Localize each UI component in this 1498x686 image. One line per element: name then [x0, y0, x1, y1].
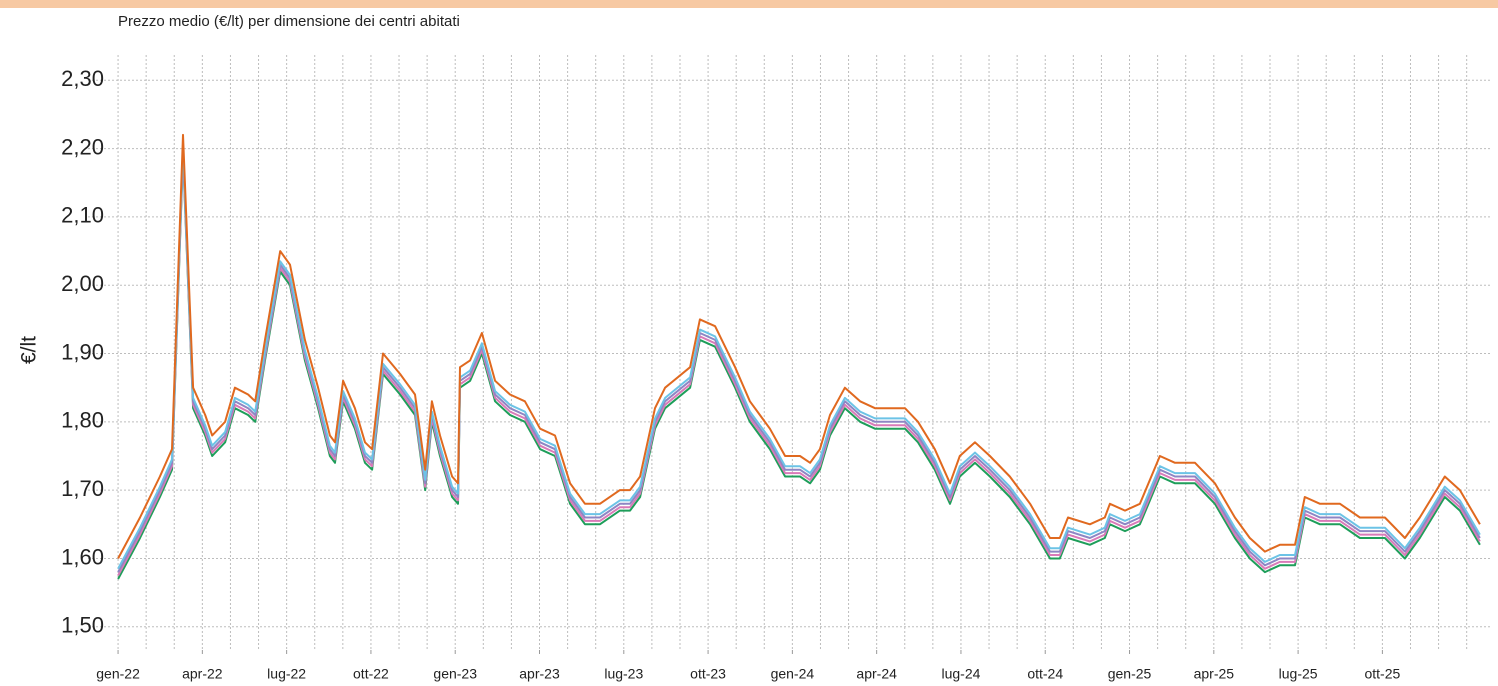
x-tick-label: gen-22: [96, 666, 140, 682]
x-tick-label: ott-25: [1364, 666, 1400, 682]
y-tick-label: 1,50: [61, 613, 104, 638]
x-tick-label: lug-23: [604, 666, 643, 682]
line: [117, 151, 1481, 576]
chart-title: Prezzo medio (€/lt) per dimensione dei c…: [118, 13, 460, 30]
y-tick-label: 2,20: [61, 134, 104, 159]
y-tick-label: 1,60: [61, 544, 104, 569]
line: [117, 133, 1481, 559]
line: [117, 154, 1481, 580]
y-tick-label: 1,70: [61, 476, 104, 501]
y-tick-label: 2,10: [61, 203, 104, 228]
x-tick-label: apr-25: [1194, 666, 1235, 682]
y-tick-label: 1,80: [61, 408, 104, 433]
x-tick-label: lug-22: [267, 666, 306, 682]
x-tick-label: lug-25: [1279, 666, 1318, 682]
line: [117, 147, 1481, 573]
y-axis-label: €/lt: [18, 336, 41, 364]
x-tick-label: apr-24: [856, 666, 897, 682]
y-tick-label: 2,30: [61, 66, 104, 91]
line: [117, 144, 1481, 570]
x-tick-label: apr-22: [182, 666, 223, 682]
x-tick-label: lug-24: [941, 666, 980, 682]
top-bar: [0, 0, 1498, 8]
x-tick-label: gen-25: [1108, 666, 1152, 682]
x-tick-label: apr-23: [519, 666, 560, 682]
x-tick-label: gen-23: [433, 666, 477, 682]
x-tick-label: gen-24: [771, 666, 815, 682]
y-tick-label: 2,00: [61, 271, 104, 296]
x-tick-label: ott-24: [1027, 666, 1063, 682]
x-tick-label: ott-23: [690, 666, 726, 682]
x-tick-label: ott-22: [353, 666, 389, 682]
y-tick-label: 1,90: [61, 339, 104, 364]
